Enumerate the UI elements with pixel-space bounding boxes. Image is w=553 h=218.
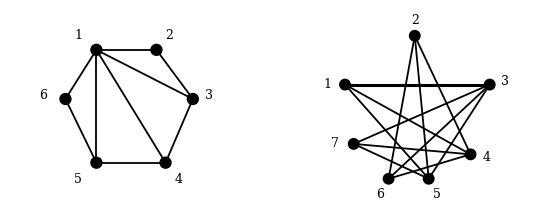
Circle shape [424, 174, 434, 184]
Circle shape [410, 31, 420, 41]
Text: 6: 6 [376, 188, 384, 201]
Circle shape [91, 157, 102, 168]
Text: 7: 7 [331, 137, 338, 150]
Circle shape [340, 79, 350, 90]
Text: 5: 5 [74, 173, 82, 186]
Text: 1: 1 [324, 78, 332, 91]
Circle shape [187, 94, 199, 104]
Text: 1: 1 [74, 29, 82, 42]
Circle shape [60, 94, 71, 104]
Text: 4: 4 [174, 173, 182, 186]
Text: 2: 2 [411, 14, 419, 27]
Text: 4: 4 [482, 151, 491, 164]
Circle shape [484, 79, 495, 90]
Text: 6: 6 [40, 89, 48, 102]
Text: 5: 5 [434, 188, 441, 201]
Circle shape [151, 44, 162, 55]
Circle shape [348, 139, 359, 149]
Circle shape [91, 44, 102, 55]
Circle shape [160, 157, 171, 168]
Circle shape [383, 174, 394, 184]
Text: 3: 3 [205, 89, 213, 102]
Circle shape [465, 149, 476, 160]
Text: 3: 3 [502, 75, 509, 88]
Text: 2: 2 [165, 29, 173, 42]
